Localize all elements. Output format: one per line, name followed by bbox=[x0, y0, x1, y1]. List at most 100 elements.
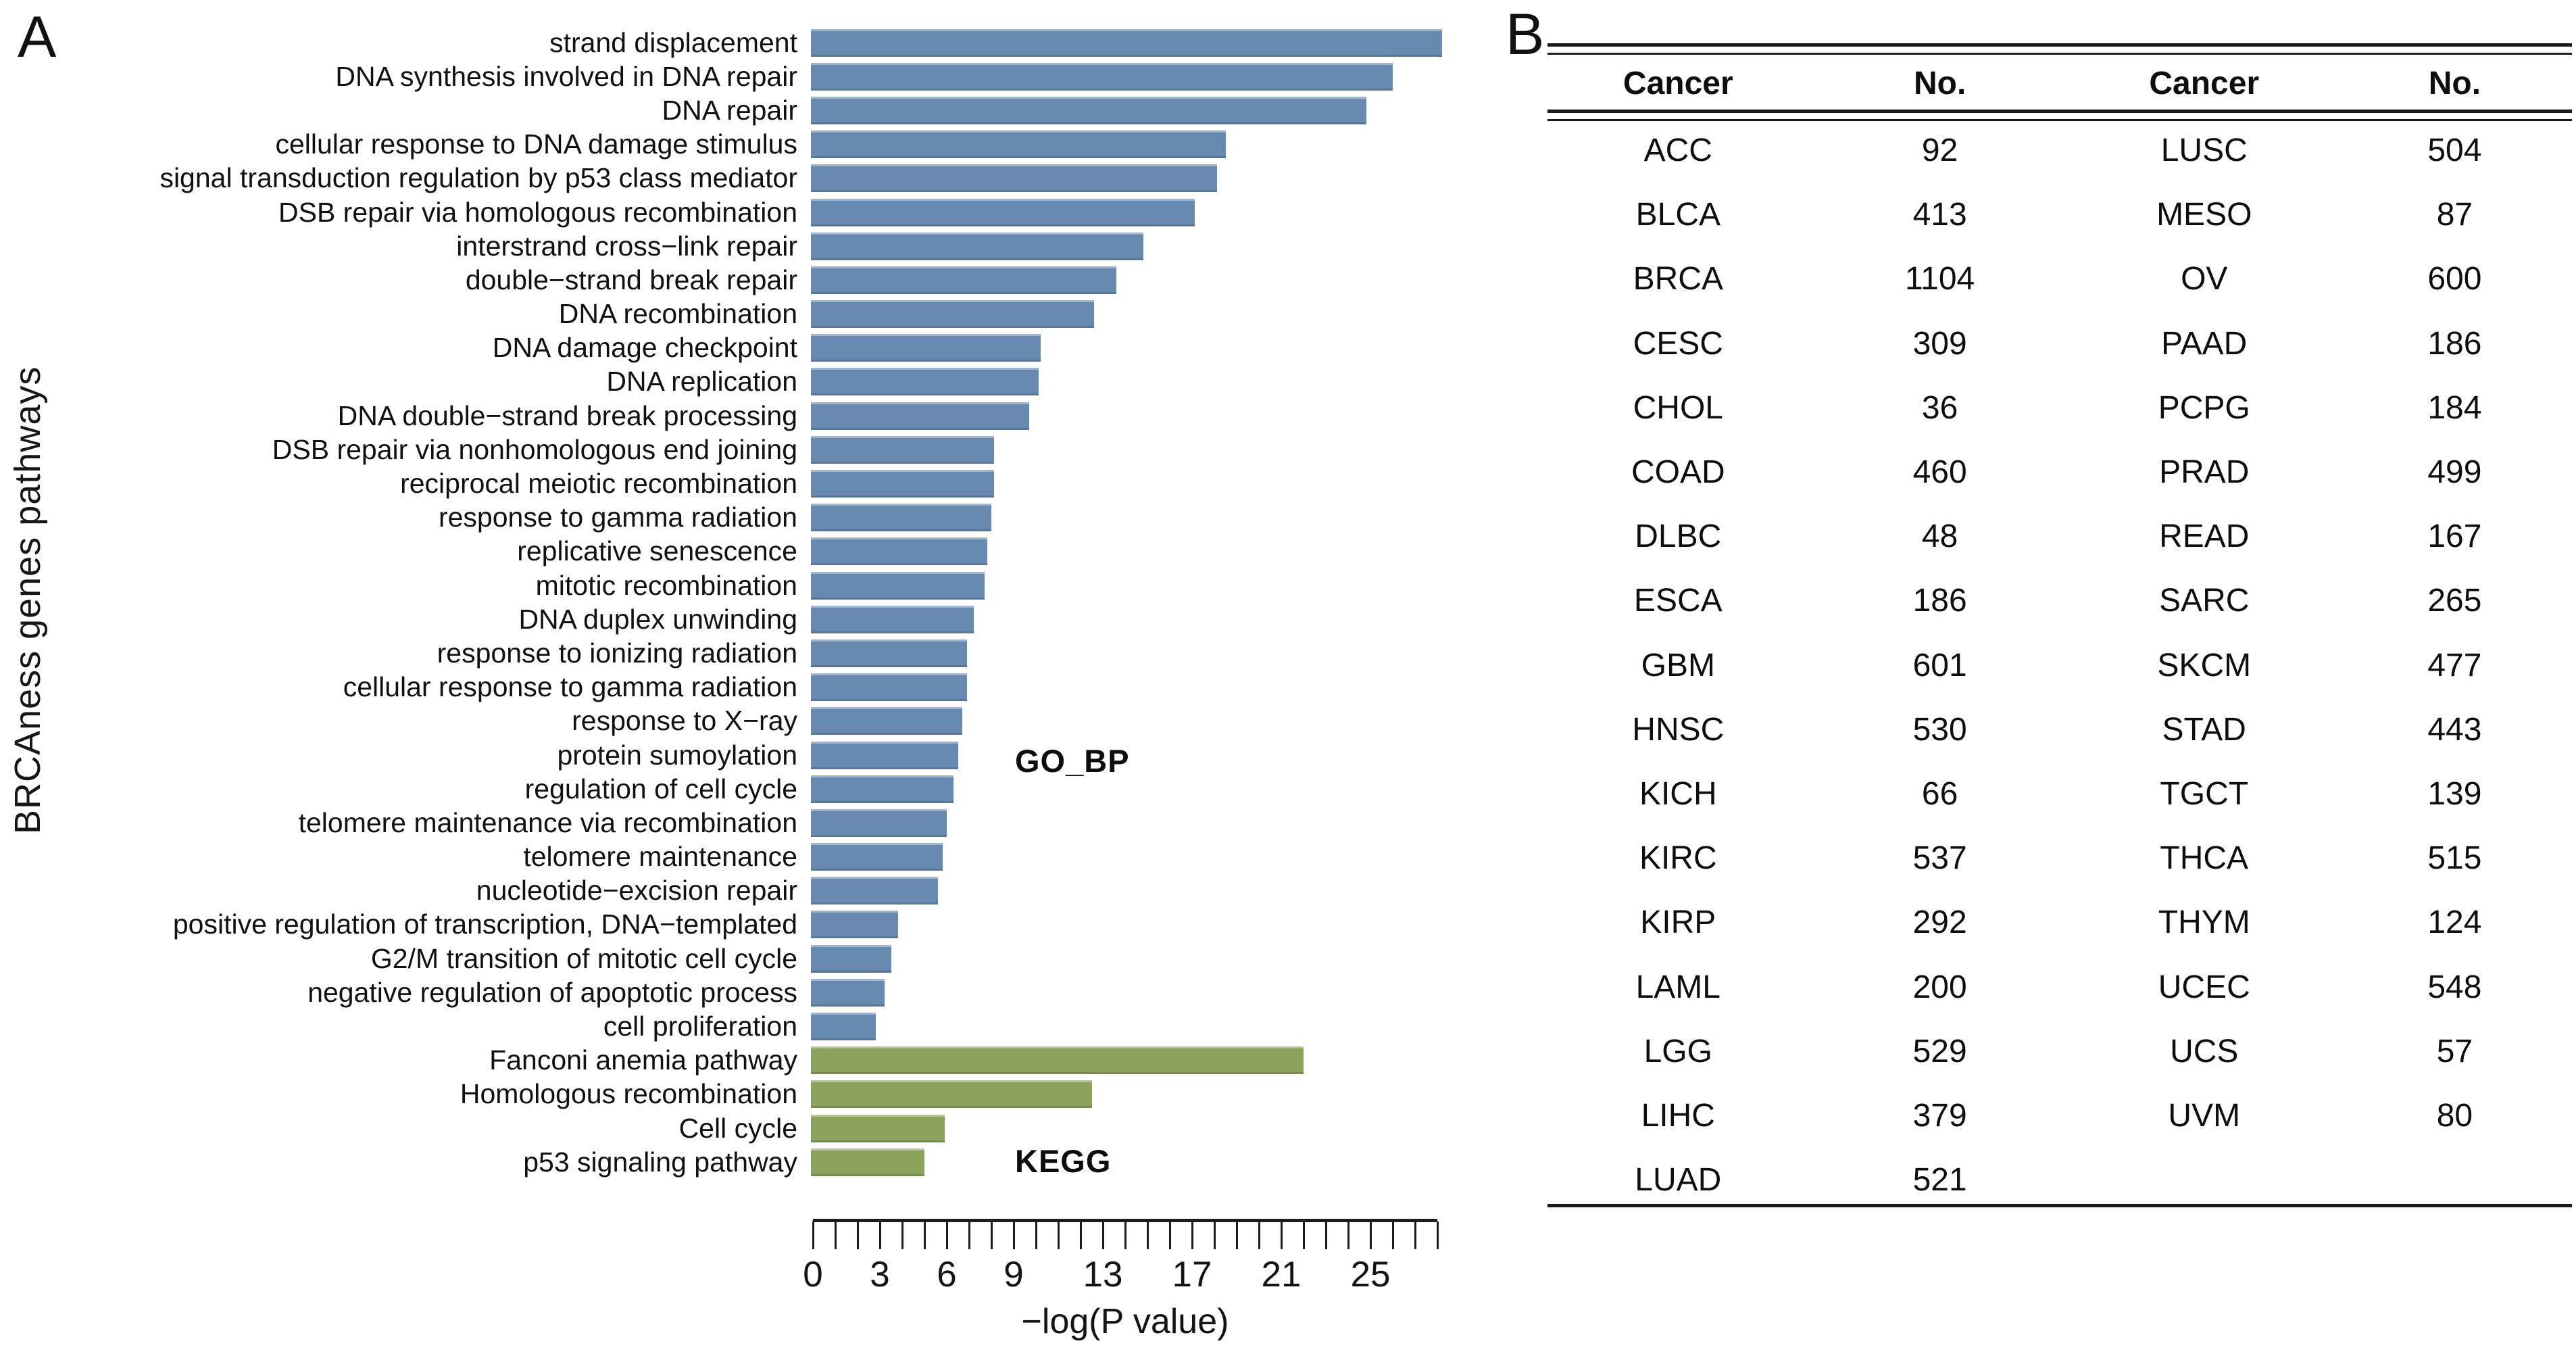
bar bbox=[811, 911, 898, 939]
table-cell: PRAD bbox=[2159, 454, 2250, 491]
bar-track bbox=[811, 96, 1460, 124]
table-cell: OV bbox=[2181, 261, 2228, 297]
bar-track bbox=[811, 28, 1460, 57]
bar-row: regulation of cell cycle bbox=[0, 772, 1493, 806]
bar-label: response to X−ray bbox=[572, 705, 797, 737]
bar-row: DNA duplex unwinding bbox=[0, 602, 1493, 636]
table-cell: UCEC bbox=[2158, 969, 2250, 1005]
table-cell: 36 bbox=[1921, 389, 1958, 426]
bar-track bbox=[811, 504, 1460, 532]
table-row: KIRC 537 THCA 515 bbox=[1547, 826, 2572, 890]
table-row: BLCA 413 MESO 87 bbox=[1547, 183, 2572, 247]
table-cell: 184 bbox=[2427, 389, 2482, 426]
bar bbox=[811, 266, 1117, 294]
table-cell: 200 bbox=[1912, 969, 1967, 1005]
table-cell: 443 bbox=[2427, 711, 2482, 748]
table-cell: THCA bbox=[2160, 840, 2249, 877]
x-axis-tick bbox=[1347, 1222, 1349, 1249]
x-axis-tick bbox=[1436, 1222, 1439, 1249]
bar-track bbox=[811, 944, 1460, 973]
table-cell: CHOL bbox=[1633, 389, 1723, 426]
table-cell: SKCM bbox=[2157, 647, 2252, 683]
bar bbox=[811, 470, 994, 498]
bar-row: G2/M transition of mitotic cell cycle bbox=[0, 942, 1493, 975]
x-axis-tick-label: 13 bbox=[1083, 1255, 1123, 1295]
bar-row: response to ionizing radiation bbox=[0, 636, 1493, 670]
table-row: CHOL 36 PCPG 184 bbox=[1547, 376, 2572, 440]
bar-row: replicative senescence bbox=[0, 535, 1493, 569]
table-cell: PCPG bbox=[2158, 389, 2250, 426]
bar-track bbox=[811, 334, 1460, 362]
bar-label: DSB repair via nonhomologous end joining bbox=[272, 433, 797, 465]
table-cell: LAML bbox=[1635, 969, 1720, 1005]
table-cell: 530 bbox=[1912, 711, 1967, 748]
bar-row: telomere maintenance via recombination bbox=[0, 806, 1493, 840]
go-bp-group-label: GO_BP bbox=[1015, 743, 1130, 779]
table-row: ACC 92 LUSC 504 bbox=[1547, 118, 2572, 183]
bar-label: DNA repair bbox=[662, 94, 797, 126]
bar-label: cell proliferation bbox=[603, 1011, 797, 1042]
bar-track bbox=[811, 368, 1460, 396]
table-cell: UVM bbox=[2168, 1097, 2241, 1134]
bar bbox=[811, 504, 992, 532]
table-cell: THYM bbox=[2158, 904, 2250, 941]
bar-label: telomere maintenance bbox=[523, 841, 797, 873]
bar-label: DNA duplex unwinding bbox=[518, 603, 797, 635]
bar bbox=[811, 639, 967, 667]
x-axis-title: −log(P value) bbox=[1021, 1302, 1229, 1341]
bar bbox=[811, 537, 987, 566]
bar-row: DNA synthesis involved in DNA repair bbox=[0, 59, 1493, 93]
bar-row: DNA replication bbox=[0, 365, 1493, 399]
x-axis-tick bbox=[1168, 1222, 1171, 1249]
x-axis-line bbox=[813, 1219, 1437, 1222]
bar-row: DSB repair via nonhomologous end joining bbox=[0, 433, 1493, 466]
bar-row: DSB repair via homologous recombination bbox=[0, 195, 1493, 229]
table-cell: COAD bbox=[1631, 454, 1725, 491]
x-axis-tick-label: 0 bbox=[803, 1255, 823, 1295]
bar-label: DNA replication bbox=[606, 366, 797, 397]
x-axis-tick-label: 17 bbox=[1172, 1255, 1212, 1295]
bar-label: double−strand break repair bbox=[465, 264, 797, 295]
bar bbox=[811, 1046, 1304, 1075]
table-cell: LIHC bbox=[1641, 1097, 1715, 1134]
x-axis-tick bbox=[1035, 1222, 1037, 1249]
table-row: HNSC 530 STAD 443 bbox=[1547, 698, 2572, 762]
table-cell: 124 bbox=[2427, 904, 2482, 941]
x-axis-tick-label: 21 bbox=[1261, 1255, 1302, 1295]
bar bbox=[811, 1080, 1092, 1109]
bar-label: DSB repair via homologous recombination bbox=[278, 196, 797, 228]
table-cell: 1104 bbox=[1905, 261, 1975, 297]
bar-label: cellular response to gamma radiation bbox=[343, 671, 797, 703]
bar-label: DNA synthesis involved in DNA repair bbox=[335, 60, 797, 92]
table-header-cell: Cancer bbox=[1623, 66, 1733, 101]
bar-label: G2/M transition of mitotic cell cycle bbox=[370, 942, 797, 974]
table-cell: BLCA bbox=[1635, 197, 1720, 233]
bar bbox=[811, 673, 967, 702]
bar-label: reciprocal meiotic recombination bbox=[400, 468, 797, 499]
table-cell: 601 bbox=[1912, 647, 1967, 683]
bar-track bbox=[811, 673, 1460, 702]
bar-track bbox=[811, 808, 1460, 837]
bar-label: Cell cycle bbox=[678, 1112, 797, 1144]
bar bbox=[811, 808, 947, 837]
x-axis-tick-label: 6 bbox=[937, 1255, 957, 1295]
bar-row: negative regulation of apoptotic process bbox=[0, 975, 1493, 1009]
bar-row: reciprocal meiotic recombination bbox=[0, 466, 1493, 500]
x-axis-tick bbox=[812, 1222, 814, 1249]
x-axis-tick bbox=[1258, 1222, 1260, 1249]
x-axis-tick bbox=[923, 1222, 926, 1249]
bar-track bbox=[811, 707, 1460, 735]
bar-track bbox=[811, 164, 1460, 193]
bar bbox=[811, 605, 974, 633]
bar-label: cellular response to DNA damage stimulus bbox=[275, 128, 797, 160]
bar-chart: strand displacement DNA synthesis involve… bbox=[0, 26, 1493, 1179]
bar-row: nucleotide−excision repair bbox=[0, 874, 1493, 908]
table-row: KIRP 292 THYM 124 bbox=[1547, 890, 2572, 954]
bar-track bbox=[811, 571, 1460, 600]
bar-label: regulation of cell cycle bbox=[524, 773, 797, 804]
bar-row: DNA double−strand break processing bbox=[0, 399, 1493, 433]
bar-row: double−strand break repair bbox=[0, 263, 1493, 297]
bar bbox=[811, 944, 891, 973]
table-cell: 265 bbox=[2427, 583, 2482, 619]
